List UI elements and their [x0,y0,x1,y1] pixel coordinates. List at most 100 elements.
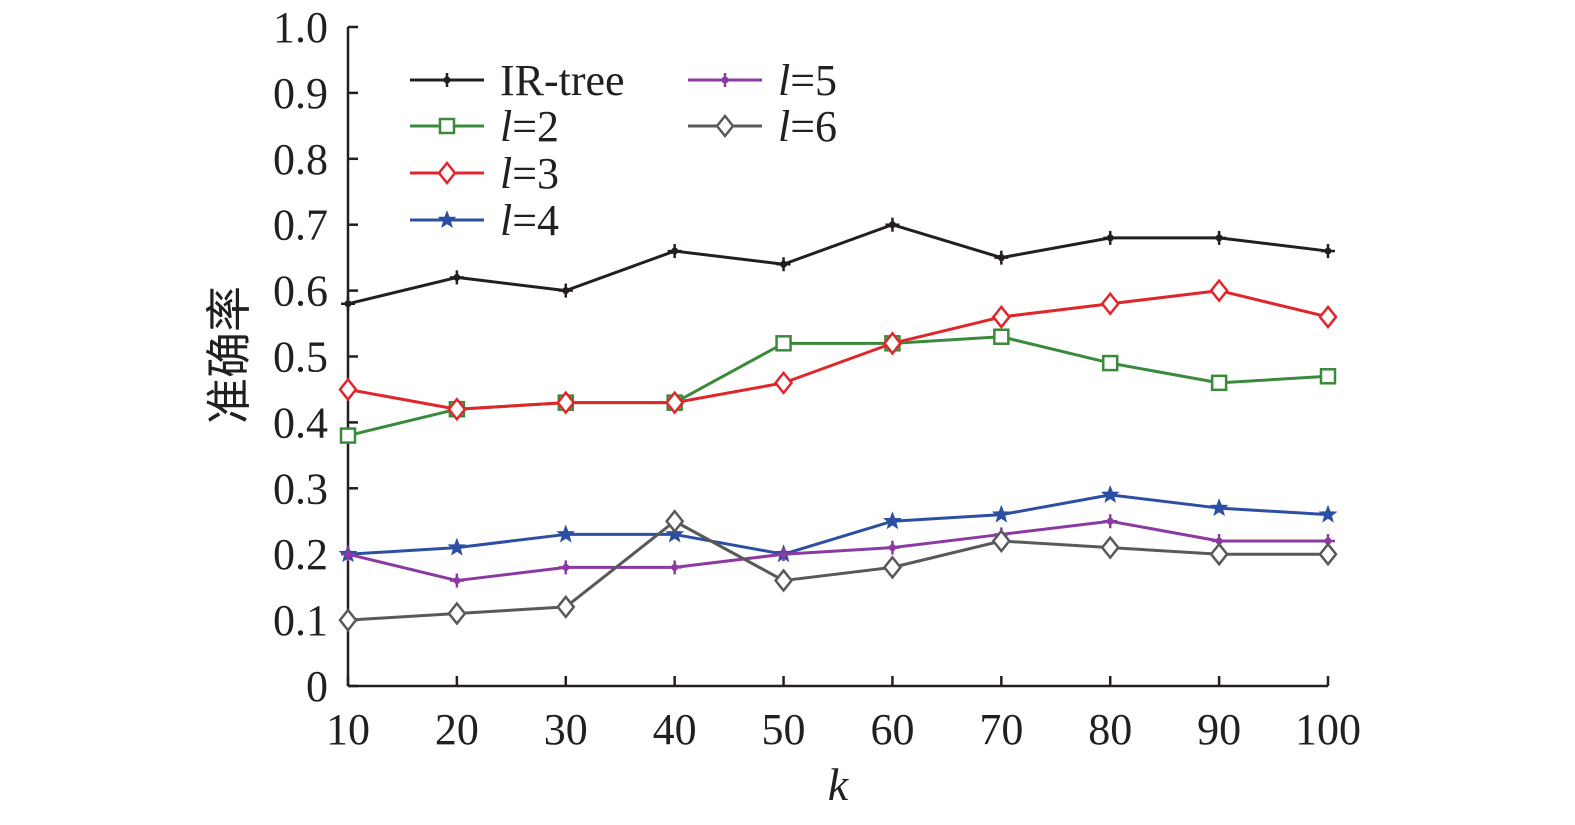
data-point-l-6 [1318,542,1338,567]
data-point-l-5 [558,560,573,575]
series-line-l-5 [347,519,1328,583]
legend-label: l=2 [500,102,559,151]
y-tick-label: 0.5 [273,333,328,382]
data-point-l-4 [447,537,467,556]
y-tick-label: 0.9 [273,69,328,118]
data-point-l-2 [1101,354,1119,372]
x-tick-label: 60 [870,705,914,754]
data-point-l-4 [991,504,1011,523]
y-tick-label: 0.7 [273,201,328,250]
x-tick-label: 20 [435,705,479,754]
legend-label: l=6 [778,102,837,151]
legend-label-var: l [778,102,790,151]
data-point-l-4 [665,524,685,543]
x-axis-title: k [828,759,850,810]
legend-item-l-2: l=2 [410,102,559,151]
data-point-l-6 [665,509,685,534]
x-tick-label: 100 [1295,705,1361,754]
series-line-l-4 [347,493,1329,556]
data-point-l-6 [556,594,576,619]
y-tick-label: 0.6 [273,267,328,316]
x-tick-label: 10 [326,705,370,754]
y-tick-label: 0.4 [273,398,328,447]
x-tick-label: 40 [653,705,697,754]
data-point-l-5 [885,540,900,555]
x-axis: 10 20 30 40 50 60 70 80 90 100 [326,676,1361,754]
legend-label: IR-tree [500,56,625,105]
data-point-l-3 [1318,304,1338,329]
data-point-l-4 [556,524,576,543]
series-group [338,217,1338,633]
data-point-l-5 [1103,514,1118,529]
data-point-l-5 [776,547,791,562]
data-point-l-5 [341,547,355,562]
y-tick-label: 0.3 [273,464,328,513]
data-point-l-2 [1319,368,1337,385]
legend-label-var: l [500,196,512,245]
data-point-ir-tree [1212,230,1227,245]
y-tick-label: 0.8 [273,135,328,184]
data-point-l-4 [1318,504,1338,523]
x-tick-label: 70 [979,705,1023,754]
data-point-l-6 [1209,542,1229,567]
legend-label: l=5 [778,56,837,105]
legend-label-value: =3 [512,149,559,198]
x-tick-label: 30 [544,705,588,754]
data-point-l-2 [1210,374,1228,392]
series-line-ir-tree [347,223,1329,306]
data-point-l-6 [773,568,794,593]
data-point-l-3 [773,370,794,395]
legend-item-l-5: l=5 [688,56,837,105]
legend-swatch-marker [440,73,454,87]
legend-label-value: =6 [790,102,837,151]
data-point-l-3 [447,397,467,422]
data-point-l-3 [1100,291,1120,316]
y-tick-label: 0.2 [273,530,328,579]
data-point-l-4 [1209,498,1229,517]
data-point-l-5 [449,573,464,588]
legend-swatch-marker [718,73,732,87]
data-point-l-4 [883,511,902,530]
data-point-l-2 [775,335,792,352]
legend-item-l-3: l=3 [410,149,559,198]
data-point-l-3 [991,304,1011,329]
series-l-2 [339,328,1337,444]
data-point-ir-tree [341,296,355,311]
y-tick-label: 0 [306,662,328,711]
legend-label-value: =4 [512,196,559,245]
data-point-ir-tree [449,270,464,285]
y-axis-title: 准确率 [204,286,255,424]
legend-swatch-marker [437,210,457,229]
data-point-l-6 [447,601,467,626]
legend-swatch-marker [715,113,735,139]
data-point-ir-tree [558,283,573,298]
legend-label: l=4 [500,196,559,245]
series-line-l-6 [347,519,1328,622]
data-point-l-2 [993,328,1010,345]
data-point-l-3 [338,377,358,402]
legend-swatch-marker [438,117,456,135]
legend-item-l-4: l=4 [410,196,559,245]
data-point-l-6 [1100,535,1120,560]
series-ir-tree [341,217,1335,311]
legend-label-value: =2 [512,102,559,151]
data-point-l-3 [556,390,576,415]
data-point-ir-tree [1321,244,1335,259]
y-tick-label: 1.0 [273,3,328,52]
data-point-l-2 [339,427,357,444]
legend-label-var: l [500,102,512,151]
series-line-l-3 [347,289,1329,411]
data-point-l-6 [991,529,1011,554]
y-tick-label: 0.1 [273,596,328,645]
data-point-ir-tree [1103,230,1118,245]
legend-item-l-6: l=6 [688,102,837,151]
data-point-l-3 [1209,278,1229,303]
data-point-l-6 [882,555,903,580]
data-point-l-3 [882,331,903,356]
data-point-ir-tree [994,250,1009,265]
data-point-ir-tree [776,257,791,272]
x-tick-label: 50 [762,705,806,754]
series-l-3 [338,278,1338,422]
